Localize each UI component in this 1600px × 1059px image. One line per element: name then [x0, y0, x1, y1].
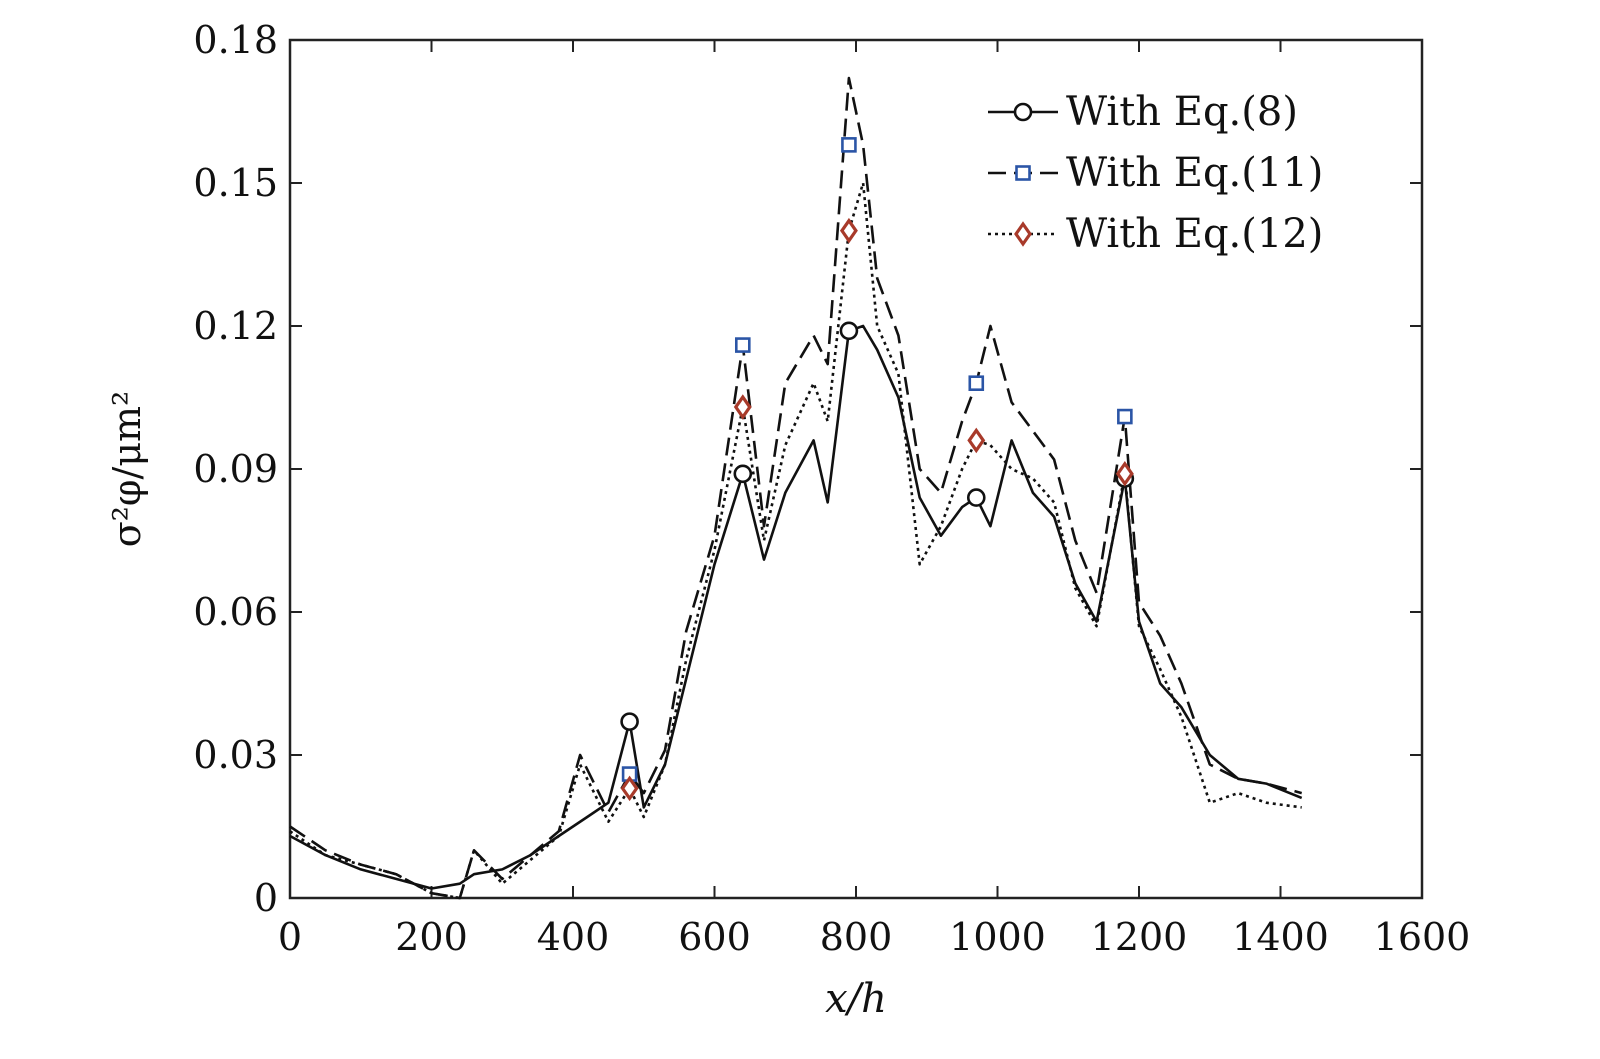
data-point-marker	[966, 488, 986, 507]
marker-layer	[620, 137, 1135, 802]
data-point-marker	[1115, 460, 1134, 487]
x-tick-label: 0	[278, 915, 302, 959]
series-line-1	[289, 324, 1303, 890]
data-point-marker	[620, 712, 639, 731]
legend-marker	[1013, 102, 1033, 122]
y-tick-label: 0	[254, 876, 278, 920]
data-point-marker	[841, 137, 857, 153]
axis-ticks: 0 200 400 600 800 1000 1200 1400 1600 0 0.03 0.06 0.…	[193, 18, 1470, 959]
y-tick-label: 0.12	[193, 304, 278, 348]
series-line-3	[289, 181, 1302, 900]
legend-label: With Eq.(11)	[1066, 150, 1323, 196]
y-tick-label: 0.18	[193, 18, 278, 62]
data-point-marker	[839, 321, 859, 341]
data-point-marker	[968, 375, 985, 392]
series-line-2	[289, 76, 1303, 900]
x-axis-label: x/h	[825, 976, 887, 1022]
x-tick-label: 200	[395, 915, 468, 959]
x-tick-label: 600	[678, 915, 751, 959]
data-point-marker	[967, 427, 986, 454]
data-point-marker	[839, 217, 858, 244]
legend: With Eq.(8) With Eq.(11) With Eq.(12)	[988, 89, 1323, 257]
y-tick-label: 0.15	[193, 161, 278, 205]
data-point-marker	[733, 394, 752, 420]
data-point-marker	[1117, 408, 1133, 425]
y-axis-label: σ²φ/μm²	[105, 391, 149, 548]
data-point-marker	[620, 775, 639, 802]
x-tick-label: 1400	[1232, 915, 1329, 959]
data-point-marker	[734, 337, 751, 353]
x-tick-label: 1600	[1374, 915, 1471, 959]
series-layer	[289, 76, 1303, 900]
x-tick-label: 1000	[949, 915, 1046, 959]
x-tick-label: 800	[820, 915, 893, 959]
legend-marker	[1014, 221, 1032, 247]
legend-label: With Eq.(12)	[1066, 211, 1323, 257]
data-point-marker	[733, 464, 753, 484]
y-tick-label: 0.06	[193, 590, 278, 634]
legend-label: With Eq.(8)	[1066, 89, 1298, 135]
legend-marker	[1015, 165, 1031, 181]
y-tick-label: 0.09	[193, 447, 278, 491]
y-tick-label: 0.03	[193, 733, 278, 777]
x-tick-label: 400	[537, 915, 610, 959]
x-tick-label: 1200	[1091, 915, 1188, 959]
